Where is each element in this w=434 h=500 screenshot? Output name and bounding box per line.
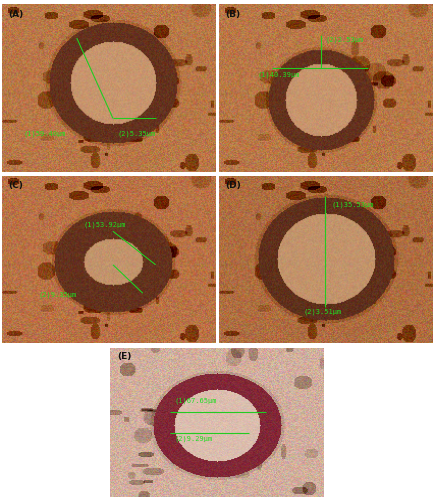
Text: (D): (D): [225, 181, 241, 190]
Text: (1)53.92μm: (1)53.92μm: [83, 221, 126, 228]
Text: (2)9.29μm: (2)9.29μm: [174, 436, 213, 442]
Text: (A): (A): [9, 10, 24, 18]
Text: (1)59.40μm: (1)59.40μm: [23, 130, 66, 136]
Text: (2)2.53μm: (2)2.53μm: [326, 36, 364, 43]
Text: (E): (E): [117, 352, 131, 361]
Text: (1)40.39μm: (1)40.39μm: [257, 72, 299, 78]
Text: (1)35.53μm: (1)35.53μm: [332, 201, 374, 207]
Text: (C): (C): [9, 181, 23, 190]
Text: (2)5.35μm: (2)5.35μm: [117, 130, 155, 136]
Text: (2)3.51μm: (2)3.51μm: [304, 308, 342, 315]
Text: (B): (B): [225, 10, 240, 18]
Text: (1)67.65μm: (1)67.65μm: [174, 398, 217, 404]
Text: (2)9.35μm: (2)9.35μm: [38, 292, 77, 298]
